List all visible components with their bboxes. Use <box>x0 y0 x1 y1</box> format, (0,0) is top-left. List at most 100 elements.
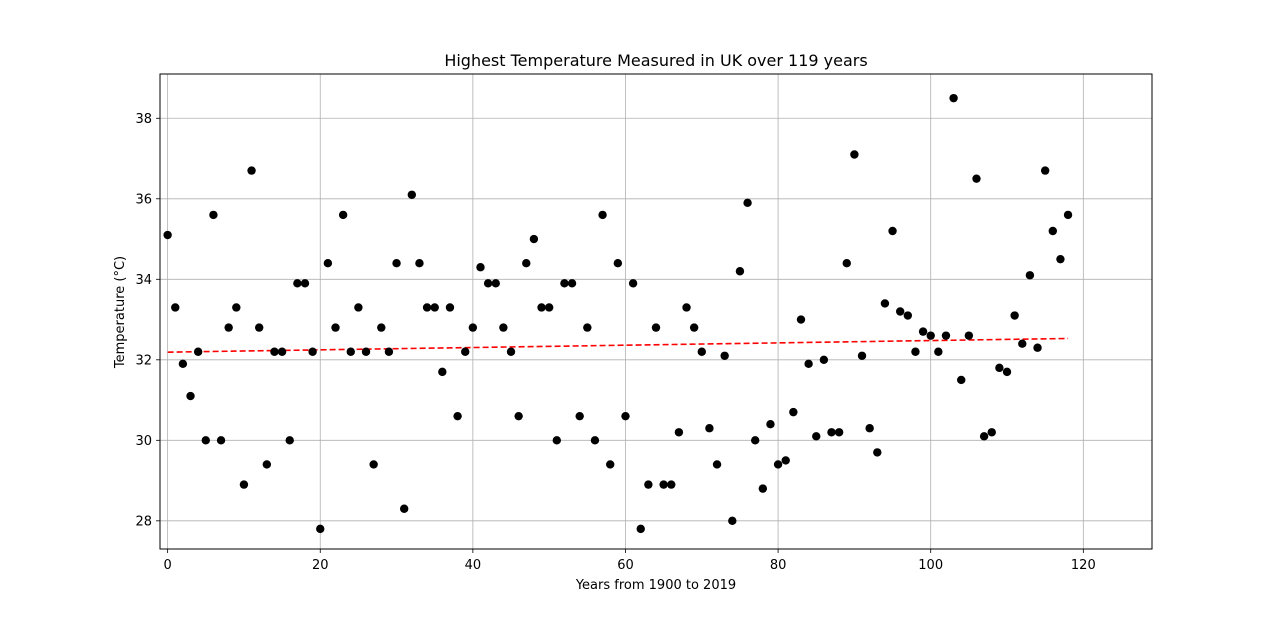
data-point <box>369 460 378 469</box>
data-point <box>438 367 447 377</box>
data-point <box>247 166 256 175</box>
data-point <box>697 347 706 356</box>
data-point <box>216 436 226 445</box>
data-point <box>621 411 630 421</box>
data-point <box>964 331 974 340</box>
data-point <box>514 411 523 421</box>
data-point <box>628 279 638 288</box>
data-point <box>239 480 249 489</box>
data-point <box>926 331 935 340</box>
data-point <box>430 303 439 312</box>
data-point <box>308 347 317 356</box>
x-tick-label: 0 <box>163 558 171 573</box>
data-point <box>667 480 676 489</box>
data-point <box>506 347 516 356</box>
data-point <box>857 351 867 360</box>
data-point <box>1002 367 1012 377</box>
data-point <box>461 347 470 356</box>
data-point <box>911 347 920 356</box>
data-point <box>644 480 653 489</box>
data-point <box>613 258 623 268</box>
data-point <box>483 279 493 288</box>
data-point <box>819 355 829 365</box>
data-point <box>796 315 806 324</box>
trend-line <box>167 337 1069 353</box>
data-point <box>674 428 684 437</box>
grid <box>160 74 1152 549</box>
data-point <box>575 411 584 421</box>
data-point <box>560 279 569 288</box>
data-point <box>934 347 943 356</box>
data-point <box>979 432 989 441</box>
data-point <box>178 359 188 369</box>
data-point <box>735 267 745 276</box>
data-point <box>1025 271 1035 280</box>
y-tick-label: 30 <box>135 434 152 449</box>
data-point <box>873 448 882 457</box>
data-point <box>827 428 836 437</box>
data-point <box>972 174 981 183</box>
data-point <box>888 226 897 236</box>
data-point <box>163 230 172 240</box>
y-tick-label: 36 <box>135 192 152 207</box>
x-axis-label: Years from 1900 to 2019 <box>575 578 736 593</box>
data-point <box>1040 166 1050 175</box>
data-point <box>758 484 768 493</box>
data-point <box>957 375 966 385</box>
data-point <box>728 516 737 526</box>
plot-frame <box>159 73 1153 550</box>
data-point <box>361 347 371 356</box>
data-point <box>865 424 874 433</box>
data-point <box>476 263 485 272</box>
data-point <box>331 323 340 332</box>
x-tick-label: 20 <box>312 558 329 573</box>
data-point <box>491 279 500 288</box>
data-point <box>346 347 355 356</box>
data-point <box>743 198 752 208</box>
data-point <box>1048 226 1058 236</box>
data-point <box>399 504 409 513</box>
data-point <box>300 279 310 288</box>
data-point <box>834 428 844 437</box>
data-point <box>293 279 302 288</box>
data-point <box>186 391 195 401</box>
data-point <box>392 258 401 268</box>
data-point <box>1010 311 1019 320</box>
data-point <box>316 524 325 534</box>
data-point <box>789 407 798 417</box>
data-point <box>384 347 394 356</box>
data-point <box>285 436 294 445</box>
data-point <box>354 303 363 312</box>
data-point <box>583 323 592 332</box>
x-tick-label: 60 <box>617 558 634 573</box>
chart-title: Highest Temperature Measured in UK over … <box>444 51 867 70</box>
data-point <box>377 323 386 332</box>
data-point <box>941 331 951 340</box>
trend-line-segment <box>167 337 1069 353</box>
data-point <box>522 258 531 268</box>
data-point <box>209 210 218 220</box>
data-point <box>590 436 600 445</box>
data-point <box>751 436 760 445</box>
data-point <box>682 303 691 312</box>
data-point <box>995 363 1004 373</box>
x-tick-label: 80 <box>770 558 787 573</box>
data-point <box>537 303 546 312</box>
data-point <box>812 432 821 441</box>
data-point <box>651 323 661 332</box>
data-point <box>720 351 729 360</box>
data-point <box>705 424 714 433</box>
data-point <box>422 303 432 312</box>
data-point <box>468 323 478 332</box>
data-point <box>255 323 264 332</box>
data-point <box>407 190 417 199</box>
x-tick-label: 120 <box>1071 558 1096 573</box>
data-point <box>766 420 775 429</box>
data-point <box>606 460 615 469</box>
data-point <box>850 150 859 159</box>
data-point <box>277 347 287 356</box>
y-tick-label: 28 <box>135 514 152 529</box>
data-point <box>712 460 722 469</box>
y-tick-label: 38 <box>135 112 152 127</box>
data-point <box>842 258 851 268</box>
